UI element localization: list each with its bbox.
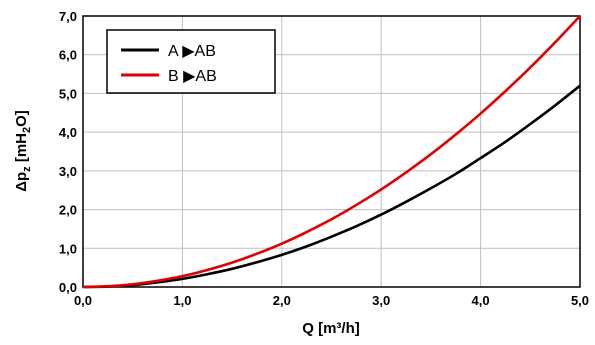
x-tick-label: 3,0 bbox=[372, 293, 390, 308]
y-axis-label-rest2: O] bbox=[13, 110, 30, 127]
series-layer bbox=[82, 15, 581, 289]
x-tick-label: 2,0 bbox=[273, 293, 291, 308]
y-tick-label: 6,0 bbox=[59, 48, 77, 63]
x-tick-label: 0,0 bbox=[74, 293, 92, 308]
y-axis-label: Δpz [mH2O] bbox=[13, 110, 33, 192]
y-tick-label: 4,0 bbox=[59, 125, 77, 140]
y-tick-label: 5,0 bbox=[59, 86, 77, 101]
x-axis-label: Q [m³/h] bbox=[302, 320, 360, 337]
y-axis-label-sub: z bbox=[21, 166, 33, 172]
y-tick-label: 0,0 bbox=[59, 280, 77, 295]
y-axis-label-sub2: 2 bbox=[21, 127, 33, 133]
y-tick-label: 2,0 bbox=[59, 203, 77, 218]
legend-label-a: A ▶AB bbox=[168, 43, 216, 60]
legend: A ▶AB B ▶AB bbox=[106, 29, 276, 94]
x-tick-label: 5,0 bbox=[571, 293, 589, 308]
x-tick-labels: 0,0 1,0 2,0 3,0 4,0 5,0 bbox=[74, 293, 589, 308]
y-tick-label: 1,0 bbox=[59, 241, 77, 256]
legend-label-b: B ▶AB bbox=[168, 68, 217, 85]
y-axis-label-rest1: [mH bbox=[13, 133, 30, 166]
series-line-b bbox=[82, 15, 581, 289]
x-tick-label: 4,0 bbox=[472, 293, 490, 308]
legend-box bbox=[106, 29, 276, 94]
y-tick-label: 3,0 bbox=[59, 164, 77, 179]
y-tick-labels: 0,0 1,0 2,0 3,0 4,0 5,0 6,0 7,0 bbox=[59, 9, 77, 295]
y-axis-label-base: Δp bbox=[13, 172, 30, 192]
series-line-a bbox=[82, 84, 581, 289]
x-tick-label: 1,0 bbox=[173, 293, 191, 308]
plot-frame bbox=[82, 15, 581, 288]
y-tick-label: 7,0 bbox=[59, 9, 77, 24]
